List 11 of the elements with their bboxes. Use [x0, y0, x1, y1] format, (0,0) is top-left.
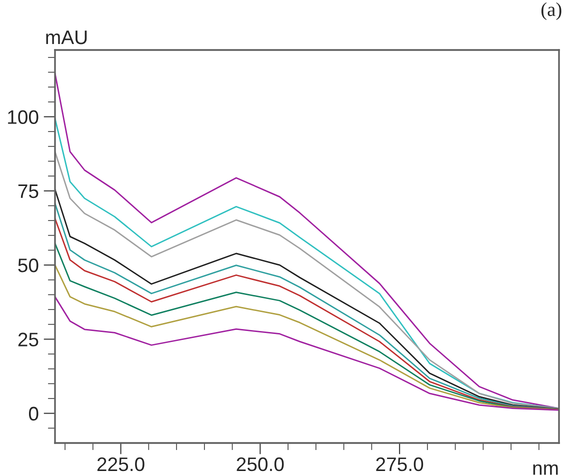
x-tick-label: 225.0 — [97, 457, 144, 472]
y-tick-label: 25 — [18, 332, 38, 346]
y-tick-label: 0 — [28, 406, 38, 421]
x-axis-title: nm — [533, 464, 558, 475]
y-axis-title: mAU — [46, 30, 87, 44]
y-tick-label: 100 — [8, 110, 38, 124]
y-tick-label: 50 — [18, 258, 38, 272]
text: (a) — [541, 2, 562, 20]
x-tick-label: 250.0 — [236, 457, 284, 472]
x-tick-label: 275.0 — [376, 457, 424, 472]
y-tick-label: 75 — [18, 184, 38, 198]
